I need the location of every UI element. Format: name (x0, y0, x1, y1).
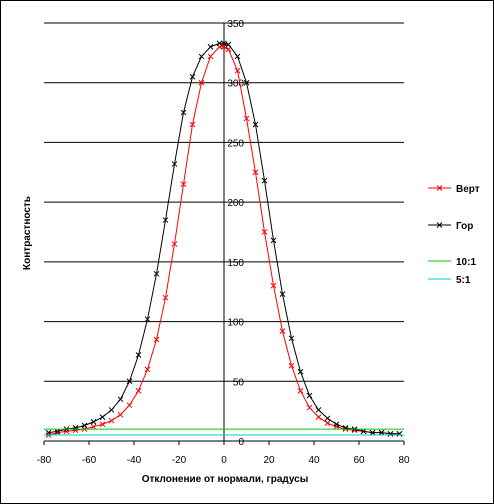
legend-label: Верт (456, 184, 480, 195)
y-tick-label: 50 (233, 377, 245, 388)
y-tick-label: 100 (227, 318, 244, 329)
legend-entry: 5:1 (428, 275, 471, 286)
data-point (171, 241, 178, 247)
data-point (117, 396, 124, 403)
data-point (333, 421, 340, 428)
y-tick-label: 150 (227, 258, 244, 269)
data-point (207, 44, 214, 50)
x-axis-label: Отклонение от нормали, градусы (142, 474, 309, 485)
x-tick-label: 20 (263, 455, 275, 466)
plot-area (44, 40, 404, 438)
data-point (162, 217, 169, 223)
data-point (297, 387, 304, 394)
data-point (108, 407, 115, 413)
data-point (135, 352, 142, 358)
x-tick-label: -20 (172, 455, 187, 466)
data-point (144, 316, 151, 323)
data-point (180, 181, 187, 188)
legend-entry: 10:1 (428, 257, 476, 268)
data-point (243, 79, 250, 86)
data-point (369, 429, 376, 436)
y-tick-labels: 0 50 100 150 200 250 300 350 (227, 19, 244, 448)
data-point (288, 335, 295, 342)
data-point (234, 53, 241, 60)
x-tick-label: -60 (82, 455, 97, 466)
data-point (396, 430, 403, 437)
x-tick-label: -80 (37, 455, 52, 466)
data-point (261, 177, 268, 184)
data-point (99, 421, 106, 428)
legend-label: Гор (456, 221, 473, 232)
data-point (252, 121, 259, 128)
data-point (324, 415, 331, 422)
data-point (279, 291, 286, 297)
data-point (198, 53, 205, 60)
x-tick-label: 40 (308, 455, 320, 466)
data-point (90, 419, 97, 425)
data-point (225, 46, 232, 53)
data-point (243, 115, 250, 122)
data-point (225, 41, 232, 48)
axes (43, 23, 405, 445)
data-point (45, 429, 52, 436)
data-point (378, 429, 385, 436)
y-tick-label: 0 (238, 437, 244, 448)
x-tick-label: 0 (221, 455, 227, 466)
data-point (270, 237, 277, 244)
data-point (216, 40, 223, 47)
data-point (126, 402, 133, 409)
data-point (126, 378, 133, 385)
data-point (306, 392, 313, 399)
data-point (387, 430, 394, 437)
data-point (144, 366, 151, 373)
data-point (252, 169, 259, 176)
data-point (90, 423, 97, 430)
data-point (135, 387, 142, 394)
x-tick-label: 80 (398, 455, 410, 466)
data-point (324, 420, 331, 426)
x-tick-labels: -80 -60 -40 -20 0 20 40 60 80 (37, 455, 410, 466)
data-point (189, 73, 196, 80)
data-point (279, 328, 286, 334)
data-point (171, 161, 178, 167)
data-point (270, 282, 277, 289)
data-point (189, 121, 196, 128)
data-point (198, 79, 205, 86)
data-point (315, 414, 322, 420)
data-point (54, 428, 61, 435)
data-point (297, 368, 304, 375)
data-point (360, 428, 367, 435)
x-tick-label: 60 (353, 455, 365, 466)
data-point (99, 414, 106, 420)
data-point (288, 362, 295, 369)
data-point (117, 411, 124, 418)
x-tick-label: -40 (127, 455, 142, 466)
data-point (315, 407, 322, 413)
data-point (81, 422, 88, 429)
y-tick-label: 300 (227, 79, 244, 90)
y-tick-label: 200 (227, 198, 244, 209)
legend-entry: Гор (428, 221, 473, 232)
data-point (180, 109, 187, 116)
data-point (153, 336, 160, 343)
y-tick-label: 250 (227, 138, 244, 149)
data-point (221, 40, 227, 47)
legend: Верт Гор 10:1 5:1 (428, 184, 480, 286)
y-tick-label: 350 (227, 19, 244, 30)
legend-entry: Верт (428, 184, 480, 195)
data-point (306, 404, 313, 411)
data-point (207, 53, 214, 60)
data-point (234, 67, 241, 74)
data-point (261, 229, 268, 235)
legend-label: 10:1 (456, 257, 476, 268)
data-point (108, 417, 115, 424)
data-point (153, 270, 160, 277)
grid-lines (44, 22, 404, 382)
legend-label: 5:1 (456, 275, 471, 286)
data-point (162, 294, 169, 301)
y-axis-label: Контрастность (22, 196, 33, 270)
